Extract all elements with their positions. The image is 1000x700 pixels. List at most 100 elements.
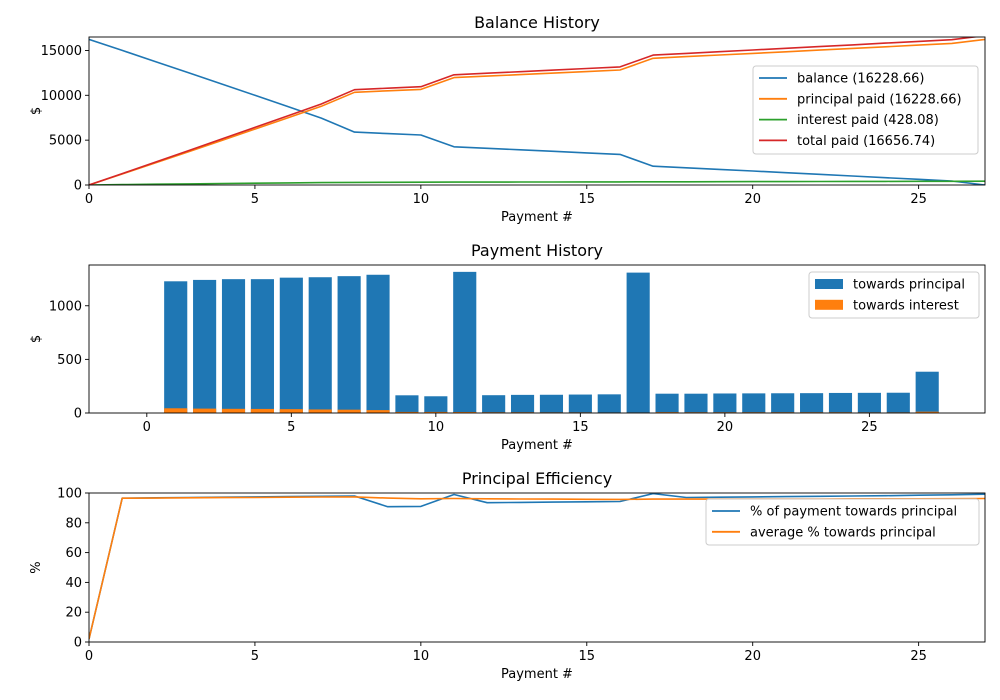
x-tick-label: 15 bbox=[579, 649, 596, 664]
bar-principal-3 bbox=[221, 279, 246, 413]
bar-interest-1 bbox=[164, 408, 188, 413]
x-tick-label: 0 bbox=[143, 420, 151, 435]
y-tick-label: 100 bbox=[57, 487, 82, 502]
y-tick-label: 500 bbox=[57, 353, 82, 368]
x-tick-label: 25 bbox=[861, 420, 878, 435]
x-tick-label: 10 bbox=[413, 649, 430, 664]
legend-box bbox=[808, 271, 980, 319]
bar-principal-27 bbox=[915, 371, 939, 413]
bar-interest-9 bbox=[395, 411, 419, 413]
axes-frame bbox=[88, 36, 986, 186]
bar-interest-6 bbox=[308, 409, 332, 413]
bar-interest-5 bbox=[279, 409, 303, 413]
x-axis-label: Payment # bbox=[501, 210, 573, 225]
bar-principal-14 bbox=[539, 394, 564, 413]
y-tick-label: 0 bbox=[74, 407, 82, 422]
y-tick-label: 5000 bbox=[49, 134, 82, 149]
chart-title: Principal Efficiency bbox=[462, 469, 612, 488]
series-line-1 bbox=[89, 38, 985, 185]
x-tick-label: 15 bbox=[579, 192, 596, 207]
bar-principal-17 bbox=[626, 272, 650, 413]
bar-principal-15 bbox=[568, 394, 592, 413]
bar-principal-2 bbox=[193, 279, 217, 413]
bar-principal-19 bbox=[684, 393, 708, 413]
bar-principal-12 bbox=[482, 395, 506, 413]
chart-title: Balance History bbox=[474, 13, 600, 32]
chart-2: 0 5 10 15 20 25 0 500 1000 Payment History Payment… bbox=[29, 241, 986, 453]
x-tick-label: 10 bbox=[428, 420, 445, 435]
series-line-4 bbox=[89, 37, 981, 185]
bar-interest-7 bbox=[337, 409, 361, 413]
bar-principal-10 bbox=[424, 396, 448, 413]
legend: towards principal towards interest bbox=[808, 271, 980, 319]
x-axis-label: Payment # bbox=[501, 667, 573, 682]
bar-principal-6 bbox=[308, 277, 332, 413]
bar-principal-18 bbox=[655, 393, 679, 413]
x-tick-label: 5 bbox=[251, 649, 259, 664]
chart-1: 0 5 10 15 20 25 0 5000 10000 15000 Balance History… bbox=[29, 13, 986, 225]
bar-principal-23 bbox=[800, 393, 824, 413]
bar-principal-9 bbox=[395, 395, 419, 413]
x-tick-label: 5 bbox=[251, 192, 259, 207]
bar-interest-2 bbox=[193, 408, 217, 413]
series-line-3 bbox=[89, 180, 985, 185]
bar-interest-8 bbox=[366, 410, 390, 413]
y-tick-label: 15000 bbox=[41, 44, 82, 59]
bar-interest-4 bbox=[250, 408, 274, 413]
bar-interest-3 bbox=[221, 408, 246, 413]
legend: balance (16228.66) principal paid (16228.… bbox=[752, 65, 979, 155]
legend-box bbox=[752, 65, 979, 155]
bar-principal-22 bbox=[771, 393, 795, 413]
legend-label: towards interest bbox=[853, 298, 959, 313]
chart-3: 0 5 10 15 20 25 0 20 40 60 80 100 Principal Efficien… bbox=[29, 469, 986, 682]
bar-principal-16 bbox=[597, 394, 621, 413]
legend-label: total paid (16656.74) bbox=[797, 134, 935, 149]
bar-principal-7 bbox=[337, 276, 361, 413]
series-line-2 bbox=[89, 38, 985, 185]
legend-label: towards principal bbox=[853, 278, 965, 293]
x-tick-label: 5 bbox=[287, 420, 295, 435]
bar-principal-21 bbox=[742, 393, 766, 413]
x-tick-label: 20 bbox=[717, 420, 734, 435]
y-tick-label: 10000 bbox=[41, 89, 82, 104]
x-tick-label: 25 bbox=[910, 649, 927, 664]
x-tick-label: 0 bbox=[85, 192, 93, 207]
plot-marks bbox=[164, 271, 939, 413]
legend-label: principal paid (16228.66) bbox=[797, 92, 962, 107]
y-axis-label: $ bbox=[29, 335, 44, 343]
legend-label: average % towards principal bbox=[750, 525, 936, 540]
bar-interest-27 bbox=[915, 411, 939, 413]
x-tick-label: 0 bbox=[85, 649, 93, 664]
bar-principal-13 bbox=[510, 394, 535, 413]
legend: % of payment towards principal average % … bbox=[705, 498, 980, 546]
legend-swatch bbox=[815, 279, 843, 289]
bar-interest-11 bbox=[453, 412, 477, 413]
bar-interest-10 bbox=[424, 411, 448, 413]
chart-title: Payment History bbox=[471, 241, 603, 260]
x-tick-label: 25 bbox=[910, 192, 927, 207]
y-tick-label: 1000 bbox=[49, 299, 82, 314]
y-tick-label: 60 bbox=[65, 546, 82, 561]
plot-marks bbox=[89, 37, 985, 185]
y-tick-label: 0 bbox=[74, 179, 82, 194]
x-tick-label: 20 bbox=[744, 649, 761, 664]
y-tick-label: 20 bbox=[65, 606, 82, 621]
y-tick-label: 0 bbox=[74, 636, 82, 651]
bar-principal-11 bbox=[453, 271, 477, 413]
bar-principal-4 bbox=[250, 279, 274, 413]
legend-swatch bbox=[815, 299, 843, 310]
y-axis-label: % bbox=[29, 561, 44, 573]
legend-label: interest paid (428.08) bbox=[797, 113, 939, 128]
axes-frame bbox=[88, 492, 986, 643]
legend-label: balance (16228.66) bbox=[797, 72, 925, 87]
legend-box bbox=[705, 498, 980, 546]
bar-principal-20 bbox=[713, 393, 737, 413]
y-tick-label: 40 bbox=[65, 576, 82, 591]
bar-principal-26 bbox=[886, 392, 910, 413]
bar-principal-5 bbox=[279, 277, 303, 413]
y-axis-label: $ bbox=[29, 107, 44, 115]
legend-label: % of payment towards principal bbox=[750, 505, 957, 520]
y-tick-label: 80 bbox=[65, 516, 82, 531]
axes-frame bbox=[88, 264, 986, 414]
